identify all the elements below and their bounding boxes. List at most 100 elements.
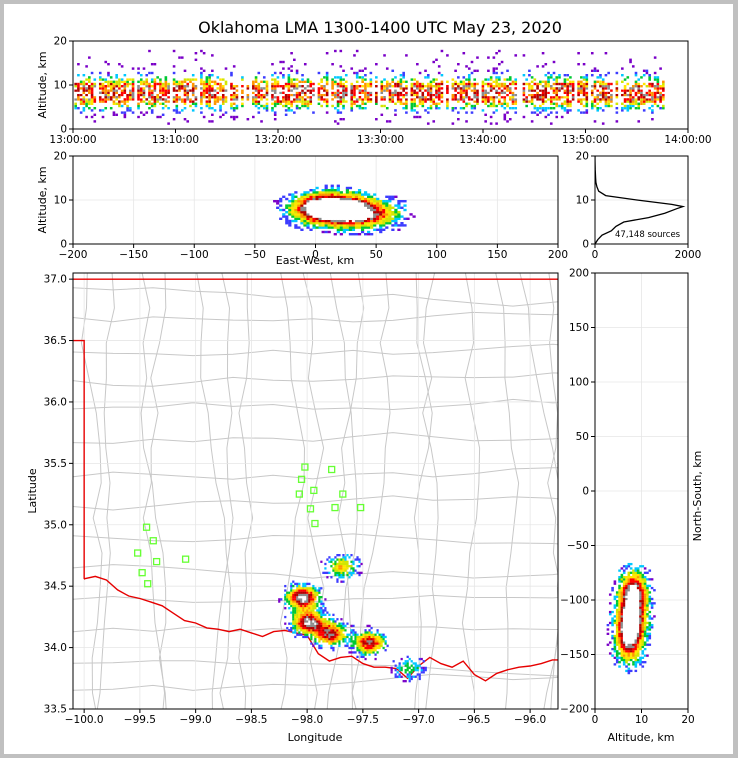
time-altitude-bin [205, 80, 209, 83]
north-south-bin [639, 615, 642, 618]
time-altitude-bin [224, 67, 228, 70]
time-altitude-bin [344, 100, 348, 103]
time-altitude-bin [530, 91, 534, 94]
time-altitude-bin [476, 98, 479, 101]
north-south-bin [634, 669, 638, 673]
time-altitude-bin [295, 93, 299, 97]
time-altitude-bin [369, 98, 373, 101]
north-south-bin [632, 584, 635, 588]
time-altitude-bin [325, 111, 329, 114]
east-west-bin [370, 211, 374, 214]
plan-view-bin [366, 624, 369, 628]
plan-view-bin [278, 600, 281, 603]
plan-view-bin [302, 600, 305, 603]
east-west-bin [291, 204, 295, 207]
time-altitude-bin [577, 80, 580, 83]
time-altitude-bin [607, 102, 610, 105]
time-altitude-bin [230, 96, 233, 99]
east-west-bin [285, 219, 289, 223]
time-altitude-bin [331, 98, 334, 101]
time-altitude-bin [547, 87, 550, 90]
north-south-bin [646, 604, 649, 607]
plan-view-bin [316, 618, 319, 621]
time-altitude-bin [336, 100, 340, 103]
east-west-bin [379, 202, 383, 205]
time-altitude-bin [610, 98, 613, 101]
plan-view-bin [370, 631, 373, 634]
north-south-bin [650, 602, 654, 605]
time-altitude-bin [621, 67, 624, 70]
time-altitude-bin [90, 96, 94, 99]
east-west-bin [306, 208, 310, 212]
time-altitude-bin [511, 107, 515, 110]
time-altitude-bin [107, 98, 110, 101]
time-altitude-bin [394, 87, 397, 90]
north-south-bin [634, 597, 638, 601]
plan-view-bin [336, 565, 339, 568]
plan-view-bin [334, 560, 337, 563]
time-altitude-bin [216, 93, 220, 97]
time-altitude-bin [93, 82, 97, 86]
north-south-bin [611, 621, 614, 625]
time-altitude-bin [88, 107, 91, 110]
plan-view-bin [328, 560, 331, 563]
time-altitude-bin [549, 98, 553, 101]
time-altitude-bin [241, 76, 244, 79]
time-altitude-bin [290, 91, 293, 94]
time-altitude-bin [380, 85, 384, 88]
east-west-bin [373, 208, 377, 212]
east-west-bin [315, 226, 319, 229]
east-west-bin [360, 202, 365, 205]
time-altitude-bin [232, 87, 236, 90]
plan-view-bin [366, 649, 369, 652]
north-south-bin [615, 617, 619, 620]
time-altitude-bin [637, 104, 641, 108]
time-altitude-bin [325, 89, 329, 92]
plan-view-bin [324, 629, 327, 632]
east-west-bin [339, 193, 343, 196]
time-altitude-bin [107, 89, 110, 92]
plan-view-bin [290, 611, 293, 614]
plan-view-bin [364, 657, 367, 661]
time-altitude-bin [284, 93, 288, 97]
time-altitude-bin [331, 89, 334, 92]
plan-view-bin [308, 598, 311, 601]
north-south-bin [639, 573, 642, 577]
time-altitude-bin [325, 100, 329, 103]
time-altitude-bin [180, 100, 184, 103]
time-altitude-bin [279, 102, 282, 105]
plan-view-bin [306, 620, 309, 623]
east-west-bin [309, 204, 313, 207]
plan-view-bin [310, 615, 313, 619]
time-altitude-bin [295, 96, 299, 99]
east-west-bin [321, 219, 325, 223]
time-altitude-bin [454, 91, 457, 94]
time-altitude-bin [276, 76, 280, 79]
time-altitude-bin [481, 91, 485, 94]
plan-view-bin [394, 673, 397, 676]
time-altitude-bin [607, 87, 610, 90]
time-altitude-bin [224, 93, 228, 97]
north-south-bin [634, 584, 638, 588]
east-west-bin [354, 219, 359, 223]
north-south-bin [646, 639, 649, 642]
east-west-bin [309, 202, 313, 205]
time-altitude-bin [467, 89, 471, 92]
time-altitude-bin [93, 107, 97, 110]
north-south-bin [611, 619, 614, 622]
time-altitude-bin [541, 96, 545, 99]
plan-view-bin [294, 607, 297, 610]
time-altitude-bin [656, 96, 660, 99]
east-west-bin [285, 206, 289, 209]
panel-d-xlabel: Longitude [288, 731, 343, 744]
plan-view-bin [302, 604, 305, 608]
plan-view-bin [420, 668, 423, 672]
time-altitude-bin [522, 100, 526, 103]
time-altitude-bin [525, 100, 528, 103]
plan-view-bin [354, 633, 357, 636]
panel-e-ytick-label: −100 [560, 595, 589, 607]
plan-view-bin [296, 633, 299, 636]
plan-view-bin [328, 556, 331, 559]
time-altitude-bin [156, 96, 159, 99]
plan-view-bin [312, 609, 315, 612]
